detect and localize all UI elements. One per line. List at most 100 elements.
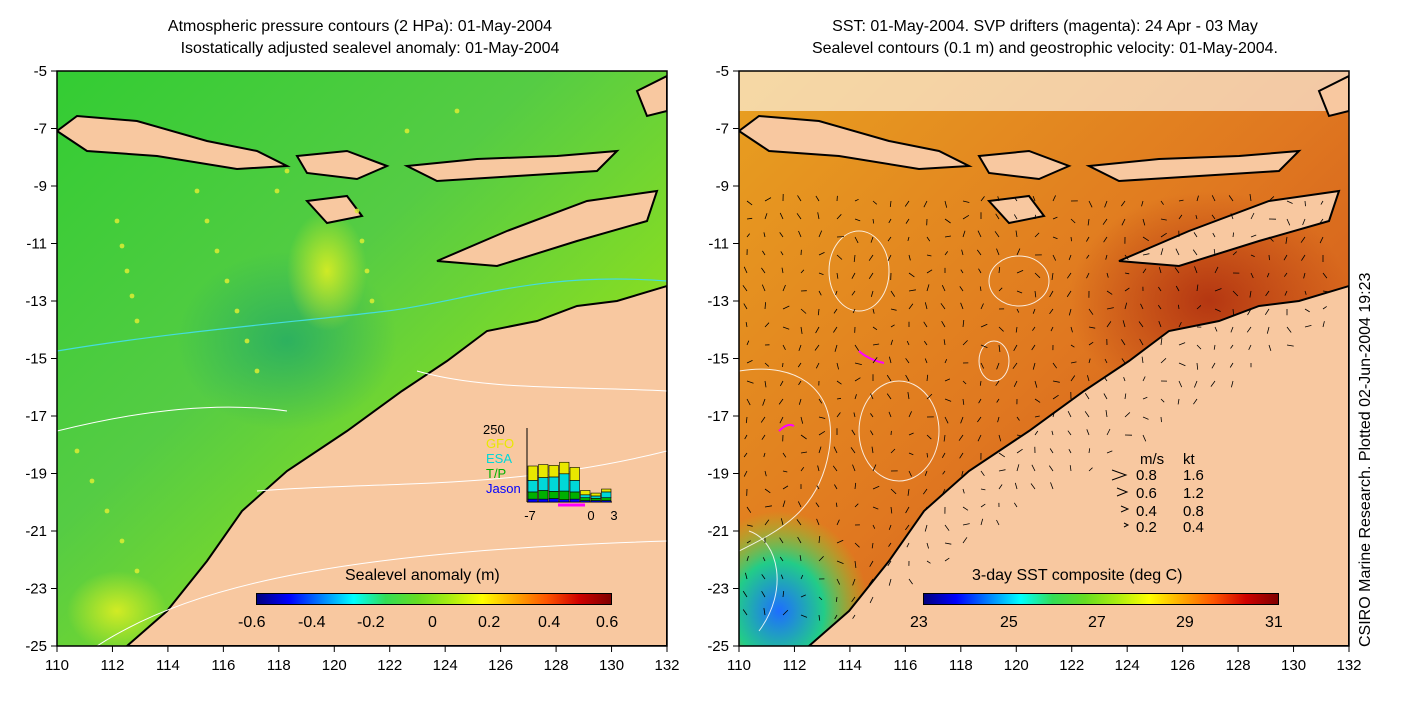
y-tick-label: -25 bbox=[25, 638, 47, 655]
velocity-arrow bbox=[746, 555, 749, 562]
velocity-arrow bbox=[922, 488, 928, 495]
velocity-arrow bbox=[818, 416, 826, 419]
legend-arrow-0.6 bbox=[1116, 487, 1129, 497]
velocity-arrow bbox=[962, 319, 965, 328]
velocity-arrow bbox=[869, 596, 874, 604]
velocity-arrow bbox=[782, 344, 786, 350]
velocity-arrow bbox=[746, 398, 751, 406]
velocity-arrow bbox=[1304, 200, 1306, 207]
legend-ms: 0.6 bbox=[1136, 485, 1157, 502]
velocity-arrow bbox=[818, 430, 826, 436]
velocity-arrow bbox=[853, 412, 856, 418]
velocity-arrow bbox=[1048, 465, 1054, 472]
velocity-arrow bbox=[1016, 290, 1023, 294]
velocity-arrow bbox=[1088, 326, 1096, 329]
right-colorbar-label: 3-day SST composite (deg C) bbox=[972, 567, 1183, 584]
velocity-arrow bbox=[800, 416, 804, 424]
x-tick-label: 114 bbox=[838, 657, 862, 674]
velocity-arrow bbox=[1052, 254, 1057, 261]
velocity-arrow bbox=[1014, 482, 1018, 490]
right-island-timor bbox=[1118, 189, 1341, 268]
right-title-line1: SST: 01-May-2004. SVP drifters (magenta)… bbox=[832, 18, 1258, 35]
velocity-arrow bbox=[1052, 411, 1055, 418]
velocity-arrow bbox=[870, 413, 874, 418]
left-colorbar bbox=[256, 593, 612, 605]
velocity-arrow bbox=[834, 614, 838, 620]
velocity-arrow bbox=[850, 447, 856, 454]
velocity-arrow bbox=[1230, 326, 1234, 333]
right-australia bbox=[807, 284, 1349, 646]
velocity-arrow bbox=[1070, 361, 1077, 364]
velocity-arrow bbox=[1052, 394, 1059, 400]
x-tick-label: 114 bbox=[156, 657, 180, 674]
velocity-arrow bbox=[1300, 236, 1306, 243]
inset-legend-esa: ESA bbox=[486, 451, 512, 466]
velocity-arrow bbox=[923, 340, 928, 346]
velocity-arrow bbox=[872, 326, 878, 331]
y-tick-label: -5 bbox=[716, 63, 729, 80]
right-cb-tick: 27 bbox=[1088, 614, 1106, 631]
velocity-legend: m/s kt 0.8 1.6 0.6 1.2 0.4 0.8 0.2 0.4 bbox=[1111, 451, 1204, 536]
left-x-ticks: 110 112 114 116 118 120 122 124 126 128 130 132 bbox=[45, 646, 680, 674]
velocity-arrow bbox=[1196, 344, 1202, 350]
velocity-arrow bbox=[1230, 213, 1234, 220]
velocity-arrow bbox=[780, 574, 784, 580]
velocity-arrow bbox=[1104, 200, 1108, 208]
velocity-arrow bbox=[996, 519, 1000, 526]
geostrophic-velocity-arrows bbox=[742, 193, 1329, 621]
right-island-bali bbox=[977, 149, 1072, 181]
velocity-arrow bbox=[1016, 464, 1020, 472]
velocity-arrow bbox=[944, 557, 950, 562]
inset-legend-tp: T/P bbox=[486, 466, 506, 481]
velocity-arrow bbox=[745, 322, 748, 328]
velocity-arrow bbox=[800, 326, 803, 334]
velocity-arrow bbox=[779, 537, 784, 544]
left-cb-tick: -0.4 bbox=[298, 614, 326, 631]
velocity-arrow bbox=[869, 560, 874, 567]
right-island-north bbox=[1317, 74, 1349, 118]
x-tick-label: 118 bbox=[949, 657, 973, 674]
velocity-arrow bbox=[762, 250, 766, 256]
velocity-arrow bbox=[1124, 302, 1128, 310]
velocity-arrow bbox=[743, 266, 748, 274]
velocity-arrow bbox=[797, 195, 802, 202]
velocity-arrow bbox=[1304, 308, 1310, 313]
velocity-arrow bbox=[961, 470, 964, 476]
y-tick-label: -25 bbox=[707, 638, 729, 655]
y-tick-label: -17 bbox=[25, 408, 47, 425]
velocity-arrow bbox=[762, 557, 766, 562]
velocity-arrow bbox=[851, 272, 856, 279]
velocity-arrow bbox=[870, 236, 874, 243]
velocity-arrow bbox=[1106, 290, 1113, 295]
velocity-arrow bbox=[1012, 362, 1018, 369]
velocity-arrow bbox=[890, 506, 893, 514]
velocity-arrow bbox=[1070, 236, 1072, 242]
velocity-arrow bbox=[1087, 218, 1090, 226]
velocity-arrow bbox=[851, 596, 856, 603]
left-island-sumba bbox=[304, 194, 364, 225]
velocity-arrow bbox=[944, 359, 948, 364]
left-cb-tick: -0.6 bbox=[238, 614, 266, 631]
velocity-arrow bbox=[906, 542, 910, 548]
velocity-arrow bbox=[1066, 272, 1072, 279]
velocity-arrow bbox=[782, 470, 788, 473]
velocity-arrow bbox=[1158, 321, 1162, 328]
velocity-arrow bbox=[779, 380, 784, 387]
velocity-arrow bbox=[833, 446, 838, 454]
velocity-arrow bbox=[959, 286, 964, 292]
velocity-arrow bbox=[1266, 326, 1270, 334]
legend-arrow-0.4 bbox=[1120, 505, 1130, 513]
velocity-arrow bbox=[1320, 200, 1324, 205]
velocity-arrow bbox=[926, 236, 931, 242]
left-island-north bbox=[635, 74, 667, 118]
velocity-arrow bbox=[1052, 236, 1058, 240]
velocity-arrow bbox=[1014, 197, 1018, 202]
velocity-arrow bbox=[800, 466, 805, 472]
velocity-arrow bbox=[1049, 448, 1054, 454]
velocity-arrow bbox=[779, 232, 784, 238]
velocity-arrow bbox=[980, 488, 986, 491]
velocity-arrow bbox=[1031, 464, 1036, 472]
velocity-arrow bbox=[998, 326, 1004, 332]
left-title: Atmospheric pressure contours (2 HPa): 0… bbox=[90, 16, 630, 60]
velocity-arrow bbox=[782, 452, 787, 458]
